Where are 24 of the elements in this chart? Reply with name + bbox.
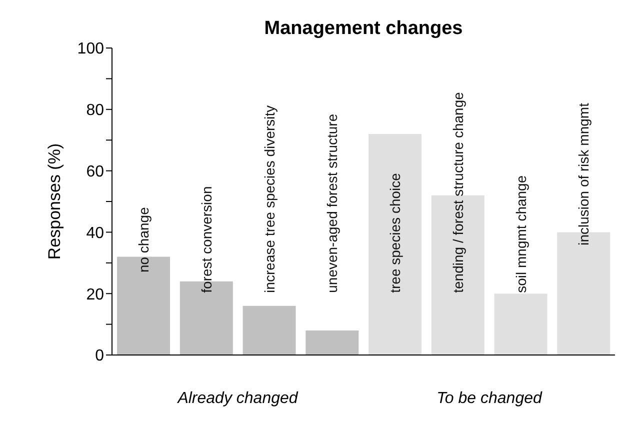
x-tick-label: uneven-aged forest structure	[324, 114, 340, 293]
text: Already changed	[176, 390, 300, 408]
x-tick-label: increase tree species diversity	[261, 105, 278, 293]
chart-title: Management changes	[263, 18, 464, 40]
y-axis-title: Responses (%)	[45, 143, 64, 260]
x-tick-label: forest conversion	[198, 186, 214, 293]
y-tick-label: 60	[86, 163, 104, 180]
x-tick-label: tree species choice	[387, 172, 404, 293]
bar	[368, 134, 422, 355]
x-tick-label: tending / forest structure change	[450, 92, 466, 293]
bar	[431, 195, 484, 355]
x-tick-label: inclusion of risk mngmt	[576, 102, 592, 246]
y-tick-label: 20	[86, 286, 104, 304]
y-tick-label: 100	[77, 40, 104, 58]
bar	[242, 306, 296, 355]
y-tick-label: 40	[86, 224, 104, 242]
bar	[117, 256, 170, 355]
y-tick-label: 80	[86, 102, 104, 120]
text: To be changed	[436, 390, 544, 408]
bar	[494, 294, 548, 355]
x-tick-label: no change	[136, 206, 152, 273]
bar	[306, 330, 359, 355]
x-tick-label: soil mngmt change	[512, 175, 529, 293]
y-tick-label: 0	[95, 348, 104, 365]
